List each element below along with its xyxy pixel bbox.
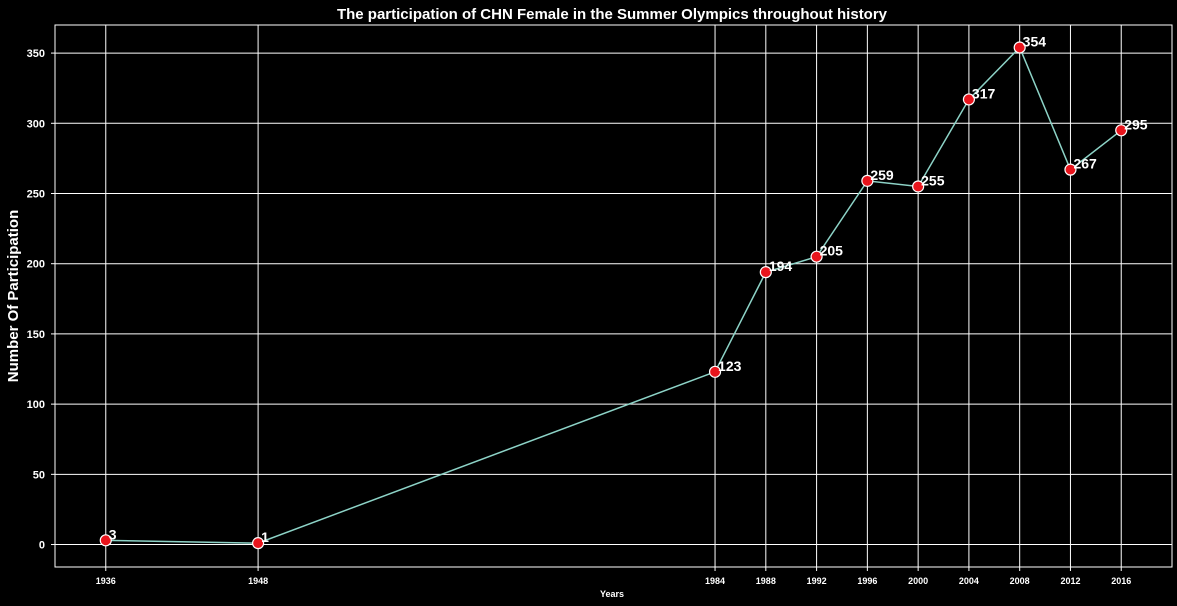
data-point [1013, 41, 1026, 54]
x-tick-label: 1984 [705, 576, 725, 586]
data-point [810, 250, 823, 263]
y-tick-label: 50 [33, 469, 45, 481]
data-label: 267 [1073, 156, 1097, 172]
data-point [708, 365, 722, 378]
label-layer: 3 1 123 194 205 259 255 317 354 267 295 [109, 33, 1148, 545]
x-tick-label: 1936 [96, 576, 116, 586]
y-axis-label: Number Of Participation [5, 210, 22, 383]
data-label: 317 [972, 85, 996, 101]
x-axis-label: Years [600, 589, 624, 599]
x-tick-label: 2012 [1060, 576, 1080, 586]
data-point [1115, 124, 1128, 137]
data-label: 255 [921, 172, 945, 188]
marker-layer [99, 41, 1128, 550]
data-point [861, 174, 874, 187]
x-tick-label: 1948 [248, 576, 268, 586]
plot-frame [54, 24, 1173, 568]
tick-layer: 1936 1948 1984 1988 1992 1996 2000 2004 2008 2012… [27, 48, 1132, 586]
data-point [759, 266, 772, 279]
x-tick-label: 1992 [807, 576, 827, 586]
x-tick-label: 1996 [857, 576, 877, 586]
x-tick-label: 2004 [959, 576, 979, 586]
data-point [912, 180, 925, 193]
y-tick-label: 100 [27, 399, 45, 411]
data-point [99, 534, 112, 547]
y-tick-label: 150 [27, 329, 45, 341]
data-label: 354 [1023, 33, 1047, 49]
data-label: 194 [769, 258, 793, 274]
y-tick-label: 250 [27, 188, 45, 200]
y-tick-label: 350 [27, 48, 45, 60]
x-tick-label: 1988 [756, 576, 776, 586]
data-label: 295 [1124, 116, 1148, 132]
data-label: 3 [109, 526, 117, 542]
x-tick-label: 2016 [1111, 576, 1131, 586]
y-tick-label: 300 [27, 118, 45, 130]
x-tick-label: 2008 [1010, 576, 1030, 586]
y-tick-label: 200 [27, 259, 45, 271]
data-label: 123 [718, 358, 742, 374]
chart-title: The participation of CHN Female in the S… [337, 6, 888, 23]
x-tick-label: 2000 [908, 576, 928, 586]
data-label: 259 [870, 167, 894, 183]
data-point [251, 537, 265, 550]
y-tick-label: 0 [39, 540, 45, 552]
data-label: 1 [261, 529, 269, 545]
data-point [1064, 163, 1077, 176]
data-label: 205 [820, 243, 844, 259]
data-point [962, 93, 976, 106]
grid-layer [55, 25, 1172, 567]
